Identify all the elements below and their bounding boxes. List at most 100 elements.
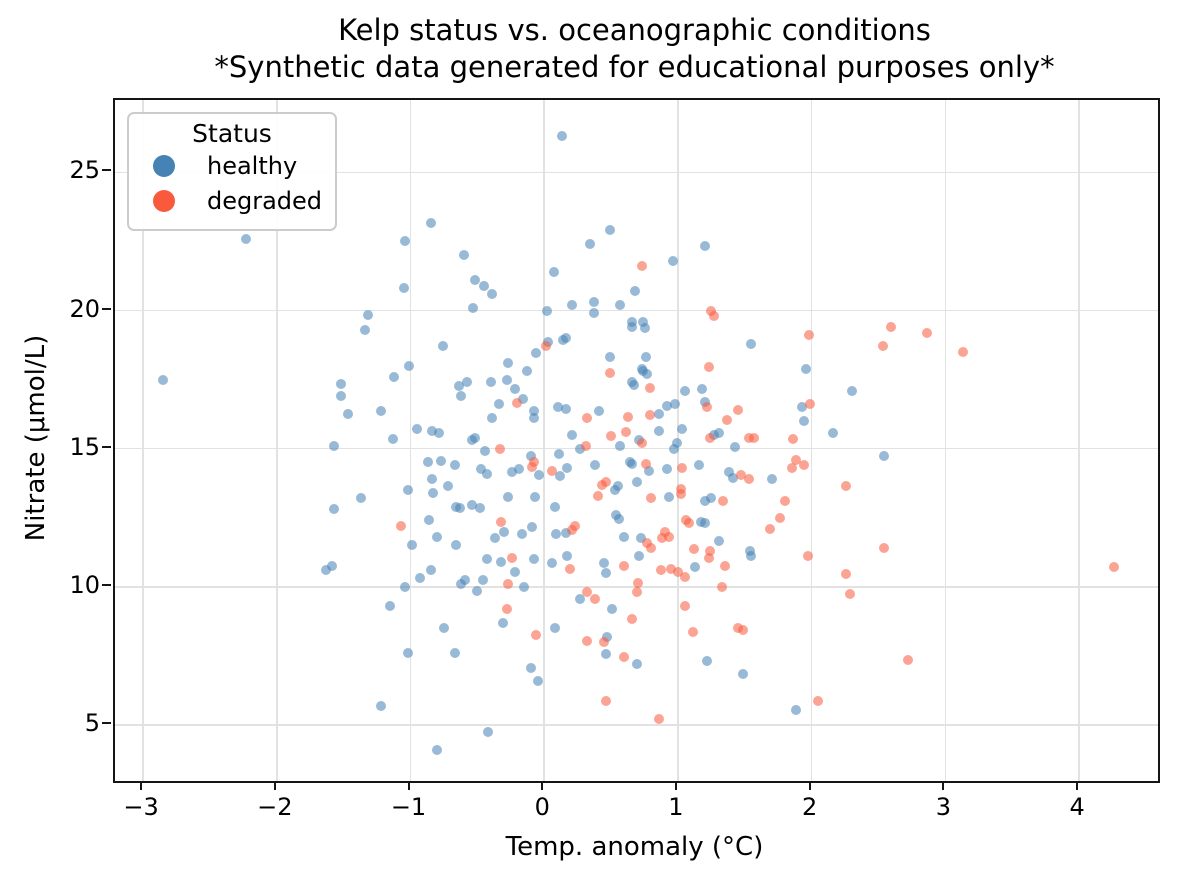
scatter-point-healthy (547, 558, 558, 569)
scatter-point-healthy (654, 409, 665, 420)
scatter-point-degraded (1108, 562, 1119, 573)
scatter-point-healthy (746, 551, 757, 562)
scatter-point-healthy (555, 471, 566, 482)
scatter-point-degraded (646, 543, 657, 554)
scatter-point-degraded (738, 624, 749, 635)
x-tick-label: 2 (802, 793, 818, 821)
scatter-point-degraded (787, 433, 798, 444)
scatter-point-degraded (632, 577, 643, 588)
scatter-point-healthy (600, 567, 611, 578)
scatter-point-degraded (877, 341, 888, 352)
scatter-point-healthy (509, 566, 520, 577)
scatter-point-healthy (630, 286, 641, 297)
scatter-point-degraded (774, 512, 785, 523)
scatter-point-healthy (643, 465, 654, 476)
scatter-point-degraded (640, 458, 651, 469)
scatter-point-healthy (425, 565, 436, 576)
scatter-point-healthy (517, 393, 528, 404)
scatter-point-healthy (798, 416, 809, 427)
scatter-point-healthy (528, 413, 539, 424)
scatter-point-degraded (496, 516, 507, 527)
scatter-point-healthy (503, 491, 514, 502)
scatter-point-degraded (718, 496, 729, 507)
scatter-point-degraded (646, 493, 657, 504)
scatter-point-degraded (798, 460, 809, 471)
scatter-point-degraded (582, 587, 593, 598)
scatter-point-degraded (957, 346, 968, 357)
scatter-point-degraded (599, 637, 610, 648)
scatter-point-degraded (567, 525, 578, 536)
scatter-point-degraded (675, 483, 686, 494)
scatter-point-healthy (766, 474, 777, 485)
scatter-point-healthy (552, 402, 563, 413)
scatter-point-healthy (662, 464, 673, 475)
scatter-point-healthy (584, 239, 595, 250)
y-tick-label: 15 (69, 432, 100, 461)
scatter-point-healthy (335, 378, 346, 389)
scatter-point-healthy (426, 425, 437, 436)
scatter-point-healthy (561, 551, 572, 562)
scatter-point-degraded (743, 474, 754, 485)
scatter-point-healthy (426, 474, 437, 485)
y-tick-label: 5 (84, 708, 100, 737)
scatter-point-healthy (456, 579, 467, 590)
scatter-point-healthy (398, 283, 409, 294)
scatter-point-healthy (567, 429, 578, 440)
scatter-point-degraded (600, 696, 611, 707)
scatter-point-healthy (694, 460, 705, 471)
scatter-point-healthy (619, 532, 630, 543)
scatter-point-degraded (620, 427, 631, 438)
scatter-point-healthy (376, 700, 387, 711)
scatter-point-degraded (507, 552, 518, 563)
scatter-point-degraded (706, 305, 717, 316)
scatter-point-healthy (638, 316, 649, 327)
scatter-point-degraded (512, 398, 523, 409)
scatter-point-degraded (663, 532, 674, 543)
scatter-point-healthy (450, 540, 461, 551)
scatter-point-degraded (666, 563, 677, 574)
scatter-point-healthy (590, 460, 601, 471)
scatter-point-degraded (786, 462, 797, 473)
scatter-point-healthy (509, 384, 520, 395)
scatter-point-healthy (449, 648, 460, 659)
scatter-point-degraded (631, 587, 642, 598)
scatter-point-healthy (699, 396, 710, 407)
scatter-point-degraded (687, 627, 698, 638)
scatter-point-degraded (644, 382, 655, 393)
scatter-point-healthy (404, 360, 415, 371)
scatter-point-healthy (432, 532, 443, 543)
scatter-point-healthy (453, 381, 464, 392)
scatter-point-healthy (727, 472, 738, 483)
legend: Status healthy degraded (127, 112, 337, 231)
scatter-point-degraded (627, 613, 638, 624)
scatter-point-healthy (654, 425, 665, 436)
scatter-point-degraded (749, 432, 760, 443)
scatter-point-degraded (672, 566, 683, 577)
scatter-point-degraded (722, 414, 733, 425)
scatter-point-healthy (639, 323, 650, 334)
scatter-point-healthy (615, 299, 626, 310)
scatter-point-degraded (495, 443, 506, 454)
scatter-point-healthy (714, 536, 725, 547)
scatter-point-healthy (699, 240, 710, 251)
x-gridline (810, 100, 813, 781)
scatter-point-healthy (599, 558, 610, 569)
scatter-point-degraded (644, 410, 655, 421)
scatter-point-degraded (841, 480, 852, 491)
scatter-point-healthy (627, 322, 638, 333)
scatter-point-healthy (635, 533, 646, 544)
scatter-point-healthy (362, 309, 373, 320)
scatter-point-healthy (454, 503, 465, 514)
scatter-point-degraded (619, 561, 630, 572)
scatter-point-healthy (532, 675, 543, 686)
scatter-point-healthy (561, 462, 572, 473)
scatter-point-healthy (422, 457, 433, 468)
scatter-point-healthy (679, 385, 690, 396)
scatter-point-healthy (604, 225, 615, 236)
scatter-point-degraded (709, 311, 720, 322)
scatter-point-degraded (717, 581, 728, 592)
legend-swatch-degraded-icon (153, 189, 175, 212)
scatter-point-healthy (456, 391, 467, 402)
legend-item-label: healthy (207, 151, 298, 180)
